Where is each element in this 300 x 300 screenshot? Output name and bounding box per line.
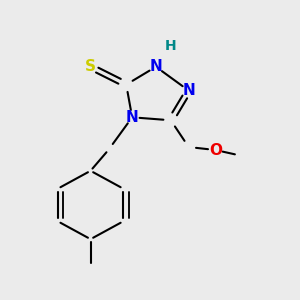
Text: N: N [182, 83, 195, 98]
Text: N: N [150, 59, 162, 74]
Text: N: N [126, 110, 139, 125]
Text: H: H [165, 39, 177, 53]
Text: S: S [85, 59, 96, 74]
Text: O: O [209, 142, 222, 158]
